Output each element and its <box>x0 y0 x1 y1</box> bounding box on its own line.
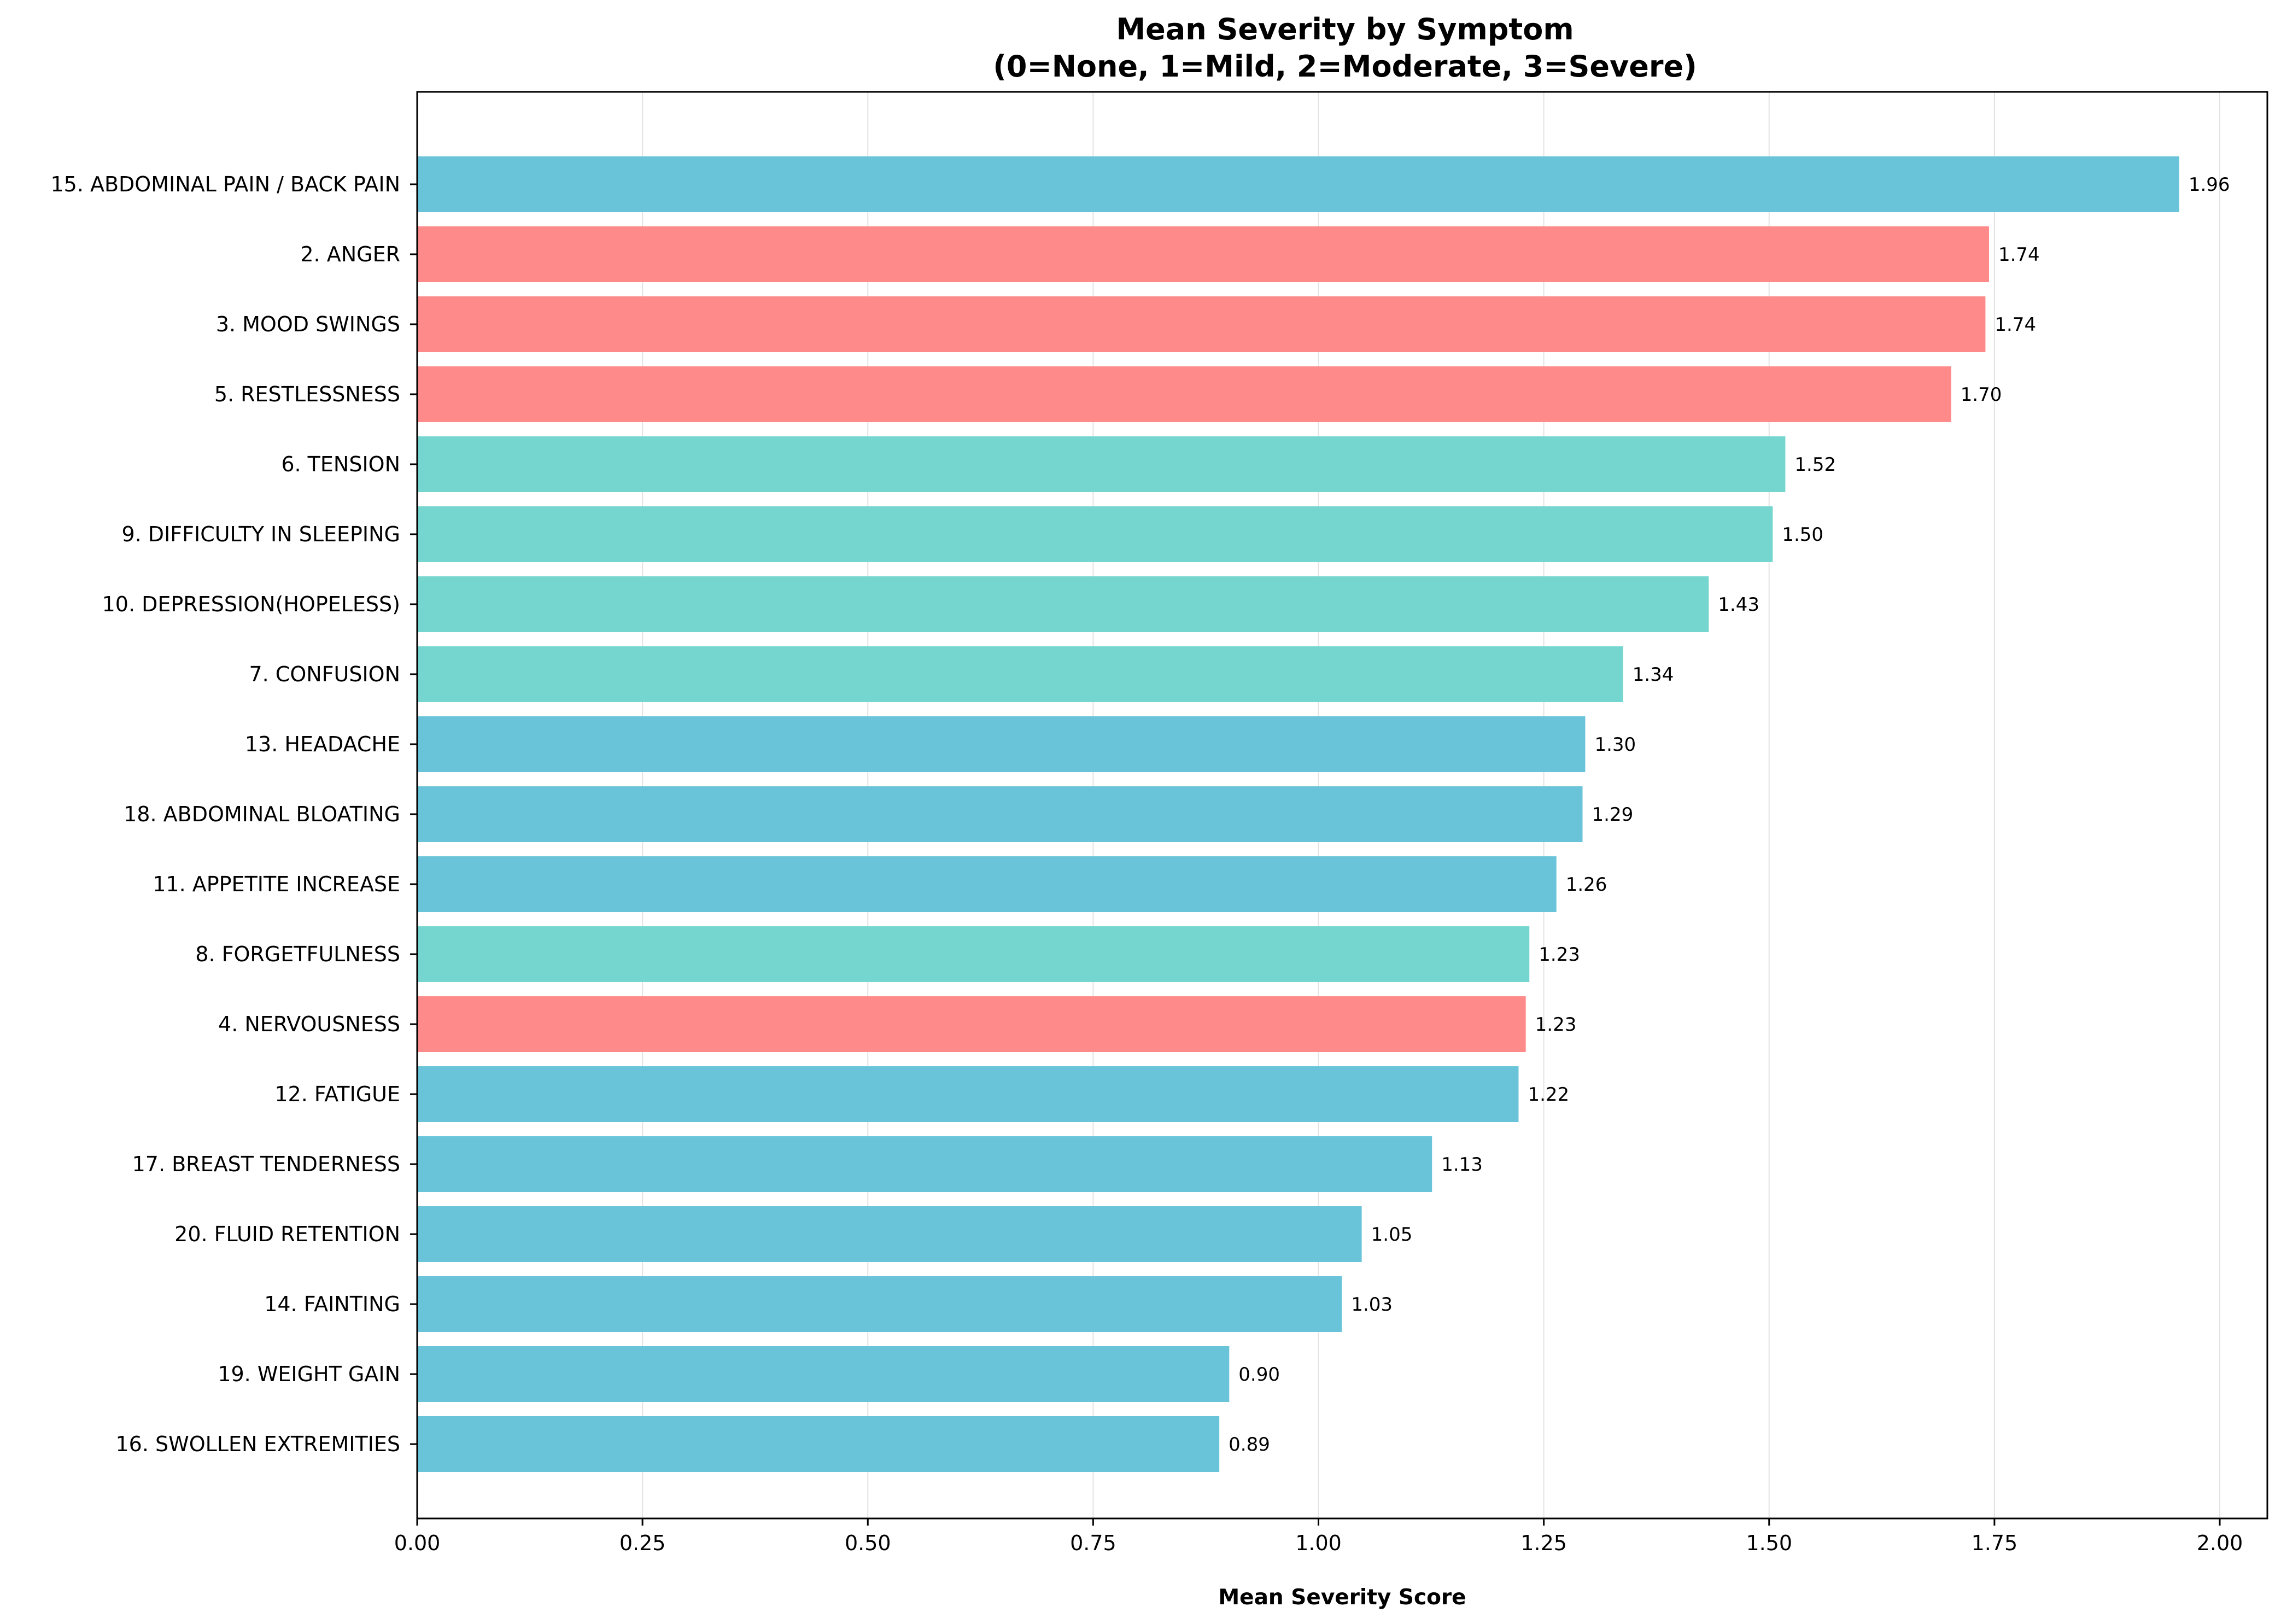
chart-title: Mean Severity by Symptom (0=None, 1=Mild… <box>993 12 1697 84</box>
bar-value-label: 0.90 <box>1238 1364 1280 1386</box>
bar-value-label: 1.30 <box>1594 734 1636 756</box>
y-axis-ticks: 15. ABDOMINAL PAIN / BACK PAIN 2. ANGER 3.… <box>50 172 417 1456</box>
y-tick-label: 12. FATIGUE <box>274 1082 400 1106</box>
bar-value-label: 1.13 <box>1441 1154 1483 1176</box>
bar <box>417 646 1623 702</box>
bar-value-label: 1.43 <box>1718 594 1759 616</box>
y-tick-label: 19. WEIGHT GAIN <box>218 1362 400 1386</box>
bar-value-label: 1.26 <box>1566 874 1607 896</box>
bar-value-label: 1.50 <box>1782 524 1823 546</box>
bar <box>417 366 1951 422</box>
bar-value-label: 0.89 <box>1229 1434 1270 1456</box>
bar <box>417 436 1786 492</box>
x-axis-label: Mean Severity Score <box>1218 1585 1466 1610</box>
bar-value-label: 1.23 <box>1535 1014 1577 1036</box>
y-tick-label: 15. ABDOMINAL PAIN / BACK PAIN <box>50 172 400 196</box>
y-tick-label: 17. BREAST TENDERNESS <box>132 1152 400 1176</box>
x-tick-label: 0.75 <box>1070 1531 1116 1555</box>
y-tick-label: 3. MOOD SWINGS <box>216 312 400 336</box>
bar <box>417 996 1526 1052</box>
y-tick-label: 10. DEPRESSION(HOPELESS) <box>102 592 400 616</box>
chart-title-line-1: Mean Severity by Symptom <box>1116 12 1574 46</box>
bar <box>417 1066 1519 1122</box>
y-tick-label: 11. APPETITE INCREASE <box>153 872 400 896</box>
bar <box>417 716 1586 772</box>
x-tick-label: 0.25 <box>619 1531 666 1555</box>
y-tick-label: 16. SWOLLEN EXTREMITIES <box>115 1432 400 1456</box>
bar <box>417 1206 1362 1262</box>
bar-value-label: 1.29 <box>1592 804 1634 826</box>
value-labels: 1.96 1.74 1.74 1.70 1.52 1.50 1.43 1.34 1.30 1.29… <box>1229 174 2230 1456</box>
y-tick-label: 2. ANGER <box>300 242 400 266</box>
x-tick-label: 0.00 <box>394 1531 441 1555</box>
y-tick-label: 18. ABDOMINAL BLOATING <box>124 802 400 826</box>
bar <box>417 926 1530 982</box>
bar-value-label: 1.05 <box>1371 1224 1413 1246</box>
bar <box>417 156 2179 212</box>
bar-value-label: 1.34 <box>1633 664 1674 686</box>
x-tick-label: 1.25 <box>1520 1531 1567 1555</box>
bar-value-label: 1.23 <box>1539 944 1580 966</box>
y-tick-label: 4. NERVOUSNESS <box>218 1012 400 1036</box>
bar-value-label: 1.74 <box>1998 244 2040 266</box>
y-tick-label: 9. DIFFICULTY IN SLEEPING <box>121 522 400 546</box>
y-tick-label: 6. TENSION <box>281 452 400 476</box>
bar-value-label: 1.52 <box>1794 454 1836 476</box>
bar <box>417 1136 1432 1192</box>
y-tick-label: 5. RESTLESSNESS <box>214 382 400 406</box>
bar-value-label: 1.70 <box>1961 384 2002 406</box>
x-tick-label: 1.75 <box>1972 1531 2018 1555</box>
x-tick-label: 2.00 <box>2197 1531 2243 1555</box>
bar <box>417 1346 1230 1402</box>
x-tick-label: 1.50 <box>1746 1531 1792 1555</box>
bar <box>417 296 1986 352</box>
bar <box>417 226 1989 282</box>
bar <box>417 1416 1220 1472</box>
y-tick-label: 8. FORGETFULNESS <box>195 942 400 966</box>
plot-frame <box>416 91 2268 1520</box>
bar <box>417 856 1557 912</box>
x-tick-label: 0.50 <box>845 1531 891 1555</box>
y-tick-label: 20. FLUID RETENTION <box>174 1222 400 1246</box>
bar <box>417 786 1583 842</box>
y-tick-label: 14. FAINTING <box>264 1292 400 1316</box>
chart-title-line-2: (0=None, 1=Mild, 2=Moderate, 3=Severe) <box>993 49 1697 84</box>
bar-value-label: 1.22 <box>1528 1084 1569 1106</box>
bar-value-label: 1.74 <box>1995 314 2036 336</box>
x-axis-ticks: 0.00 0.25 0.50 0.75 1.00 1.25 1.50 1.75 2.00 <box>394 1518 2243 1555</box>
bars <box>417 156 2179 1472</box>
bar-value-label: 1.03 <box>1351 1294 1393 1316</box>
y-tick-label: 7. CONFUSION <box>249 662 400 686</box>
x-tick-label: 1.00 <box>1295 1531 1342 1555</box>
bar-value-label: 1.96 <box>2189 174 2230 196</box>
y-tick-label: 13. HEADACHE <box>245 732 400 756</box>
bar <box>417 576 1709 632</box>
bar <box>417 506 1773 562</box>
bar <box>417 1276 1342 1332</box>
